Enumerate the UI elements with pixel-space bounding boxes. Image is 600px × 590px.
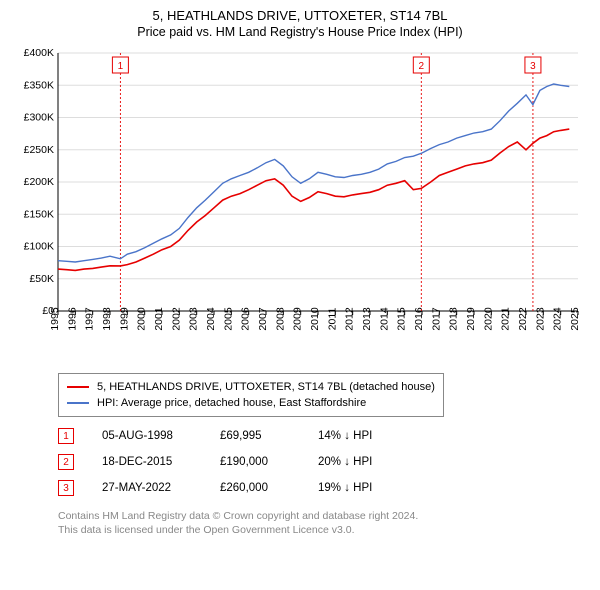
- svg-text:£350K: £350K: [24, 79, 54, 91]
- sale-price: £69,995: [220, 430, 290, 442]
- sale-diff: 20% ↓ HPI: [318, 456, 398, 468]
- sale-row: 1 05-AUG-1998 £69,995 14% ↓ HPI: [58, 423, 590, 449]
- svg-text:3: 3: [530, 61, 536, 72]
- svg-text:£100K: £100K: [24, 241, 54, 253]
- plot-area: £0£50K£100K£150K£200K£250K£300K£350K£400…: [10, 45, 590, 365]
- sales-table: 1 05-AUG-1998 £69,995 14% ↓ HPI 2 18-DEC-2015…: [58, 423, 590, 501]
- svg-text:£200K: £200K: [24, 176, 54, 188]
- title-block: 5, HEATHLANDS DRIVE, UTTOXETER, ST14 7BL…: [10, 8, 590, 39]
- sale-date: 27-MAY-2022: [102, 482, 192, 494]
- sale-price: £190,000: [220, 456, 290, 468]
- svg-text:£150K: £150K: [24, 208, 54, 220]
- svg-text:2: 2: [419, 61, 425, 72]
- sale-row: 2 18-DEC-2015 £190,000 20% ↓ HPI: [58, 449, 590, 475]
- footer-line-1: Contains HM Land Registry data © Crown c…: [58, 509, 590, 523]
- sale-marker-icon: 3: [58, 480, 74, 496]
- sale-price: £260,000: [220, 482, 290, 494]
- series-property: [58, 129, 569, 270]
- legend: 5, HEATHLANDS DRIVE, UTTOXETER, ST14 7BL…: [58, 373, 444, 417]
- sale-marker-icon: 1: [58, 428, 74, 444]
- chart-subtitle: Price paid vs. HM Land Registry's House …: [10, 25, 590, 39]
- sale-date: 05-AUG-1998: [102, 430, 192, 442]
- sale-date: 18-DEC-2015: [102, 456, 192, 468]
- legend-swatch: [67, 402, 89, 404]
- legend-swatch: [67, 386, 89, 388]
- sale-marker-icon: 2: [58, 454, 74, 470]
- chart-title: 5, HEATHLANDS DRIVE, UTTOXETER, ST14 7BL: [10, 8, 590, 23]
- chart-svg: £0£50K£100K£150K£200K£250K£300K£350K£400…: [10, 45, 590, 365]
- chart-container: 5, HEATHLANDS DRIVE, UTTOXETER, ST14 7BL…: [0, 0, 600, 590]
- legend-row: 5, HEATHLANDS DRIVE, UTTOXETER, ST14 7BL…: [67, 379, 435, 395]
- legend-row: HPI: Average price, detached house, East…: [67, 395, 435, 411]
- legend-label: 5, HEATHLANDS DRIVE, UTTOXETER, ST14 7BL…: [97, 381, 435, 393]
- svg-text:£300K: £300K: [24, 112, 54, 124]
- svg-text:£400K: £400K: [24, 47, 54, 59]
- sale-diff: 19% ↓ HPI: [318, 482, 398, 494]
- svg-text:£50K: £50K: [29, 273, 54, 285]
- legend-label: HPI: Average price, detached house, East…: [97, 397, 366, 409]
- footer-line-2: This data is licensed under the Open Gov…: [58, 523, 590, 537]
- series-hpi: [58, 84, 569, 262]
- svg-text:1: 1: [118, 61, 124, 72]
- sale-diff: 14% ↓ HPI: [318, 430, 398, 442]
- attribution-footer: Contains HM Land Registry data © Crown c…: [58, 509, 590, 537]
- svg-text:£250K: £250K: [24, 144, 54, 156]
- sale-row: 3 27-MAY-2022 £260,000 19% ↓ HPI: [58, 475, 590, 501]
